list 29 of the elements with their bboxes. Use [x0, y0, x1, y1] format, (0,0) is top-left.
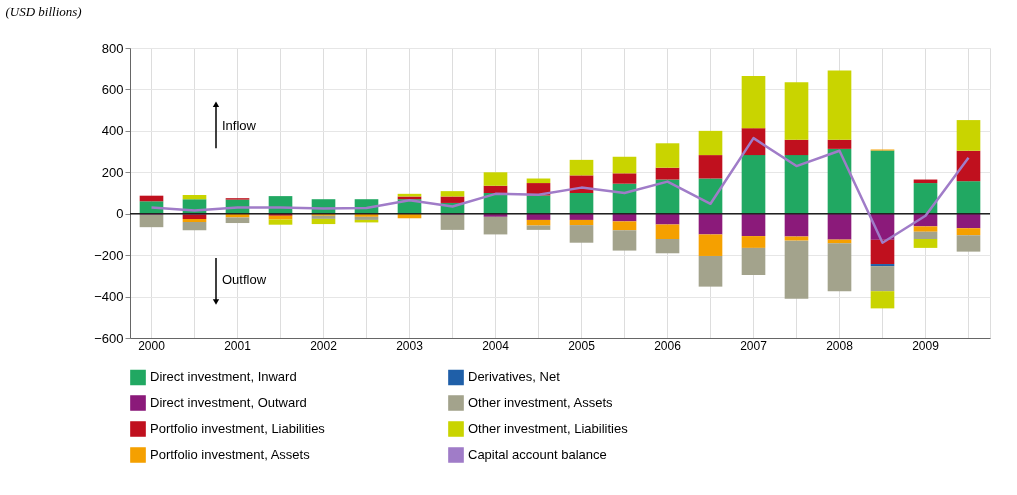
x-tick-label: 2003	[396, 338, 424, 353]
legend-label: Portfolio investment, Liabilities	[150, 421, 326, 436]
legend-label: Direct investment, Outward	[150, 395, 307, 410]
y-tick-label: −600	[94, 330, 124, 346]
annotation: Outflow	[222, 272, 267, 287]
y-tick-label: −200	[94, 247, 124, 263]
legend-label: Direct investment, Inward	[150, 369, 297, 385]
x-tick-label: 2002	[310, 338, 338, 353]
y-tick-label: 0	[116, 206, 124, 222]
y-axis-title: (USD billions)	[5, 3, 82, 19]
legend-label: Other investment, Liabilities	[468, 421, 629, 436]
legend-label: Derivatives, Net	[468, 369, 561, 385]
legend-label: Portfolio investment, Assets	[150, 447, 311, 462]
legend-label: Other investment, Assets	[468, 395, 613, 410]
y-tick-label: 600	[101, 81, 124, 97]
y-tick-label: −400	[94, 289, 124, 305]
annotation: Inflow	[222, 118, 257, 134]
y-tick-label: 200	[101, 164, 124, 180]
x-tick-label: 2007	[740, 338, 768, 353]
legend-label: Capital account balance	[468, 447, 607, 462]
x-tick-label: 2009	[912, 338, 940, 353]
x-tick-label: 2001	[224, 338, 252, 353]
x-tick-label: 2005	[568, 338, 596, 353]
x-tick-label: 2000	[138, 338, 166, 353]
x-tick-label: 2004	[482, 338, 510, 353]
x-tick-label: 2006	[654, 338, 682, 353]
y-tick-label: 800	[101, 40, 124, 56]
y-tick-label: 400	[101, 123, 124, 139]
x-tick-label: 2008	[826, 338, 854, 353]
